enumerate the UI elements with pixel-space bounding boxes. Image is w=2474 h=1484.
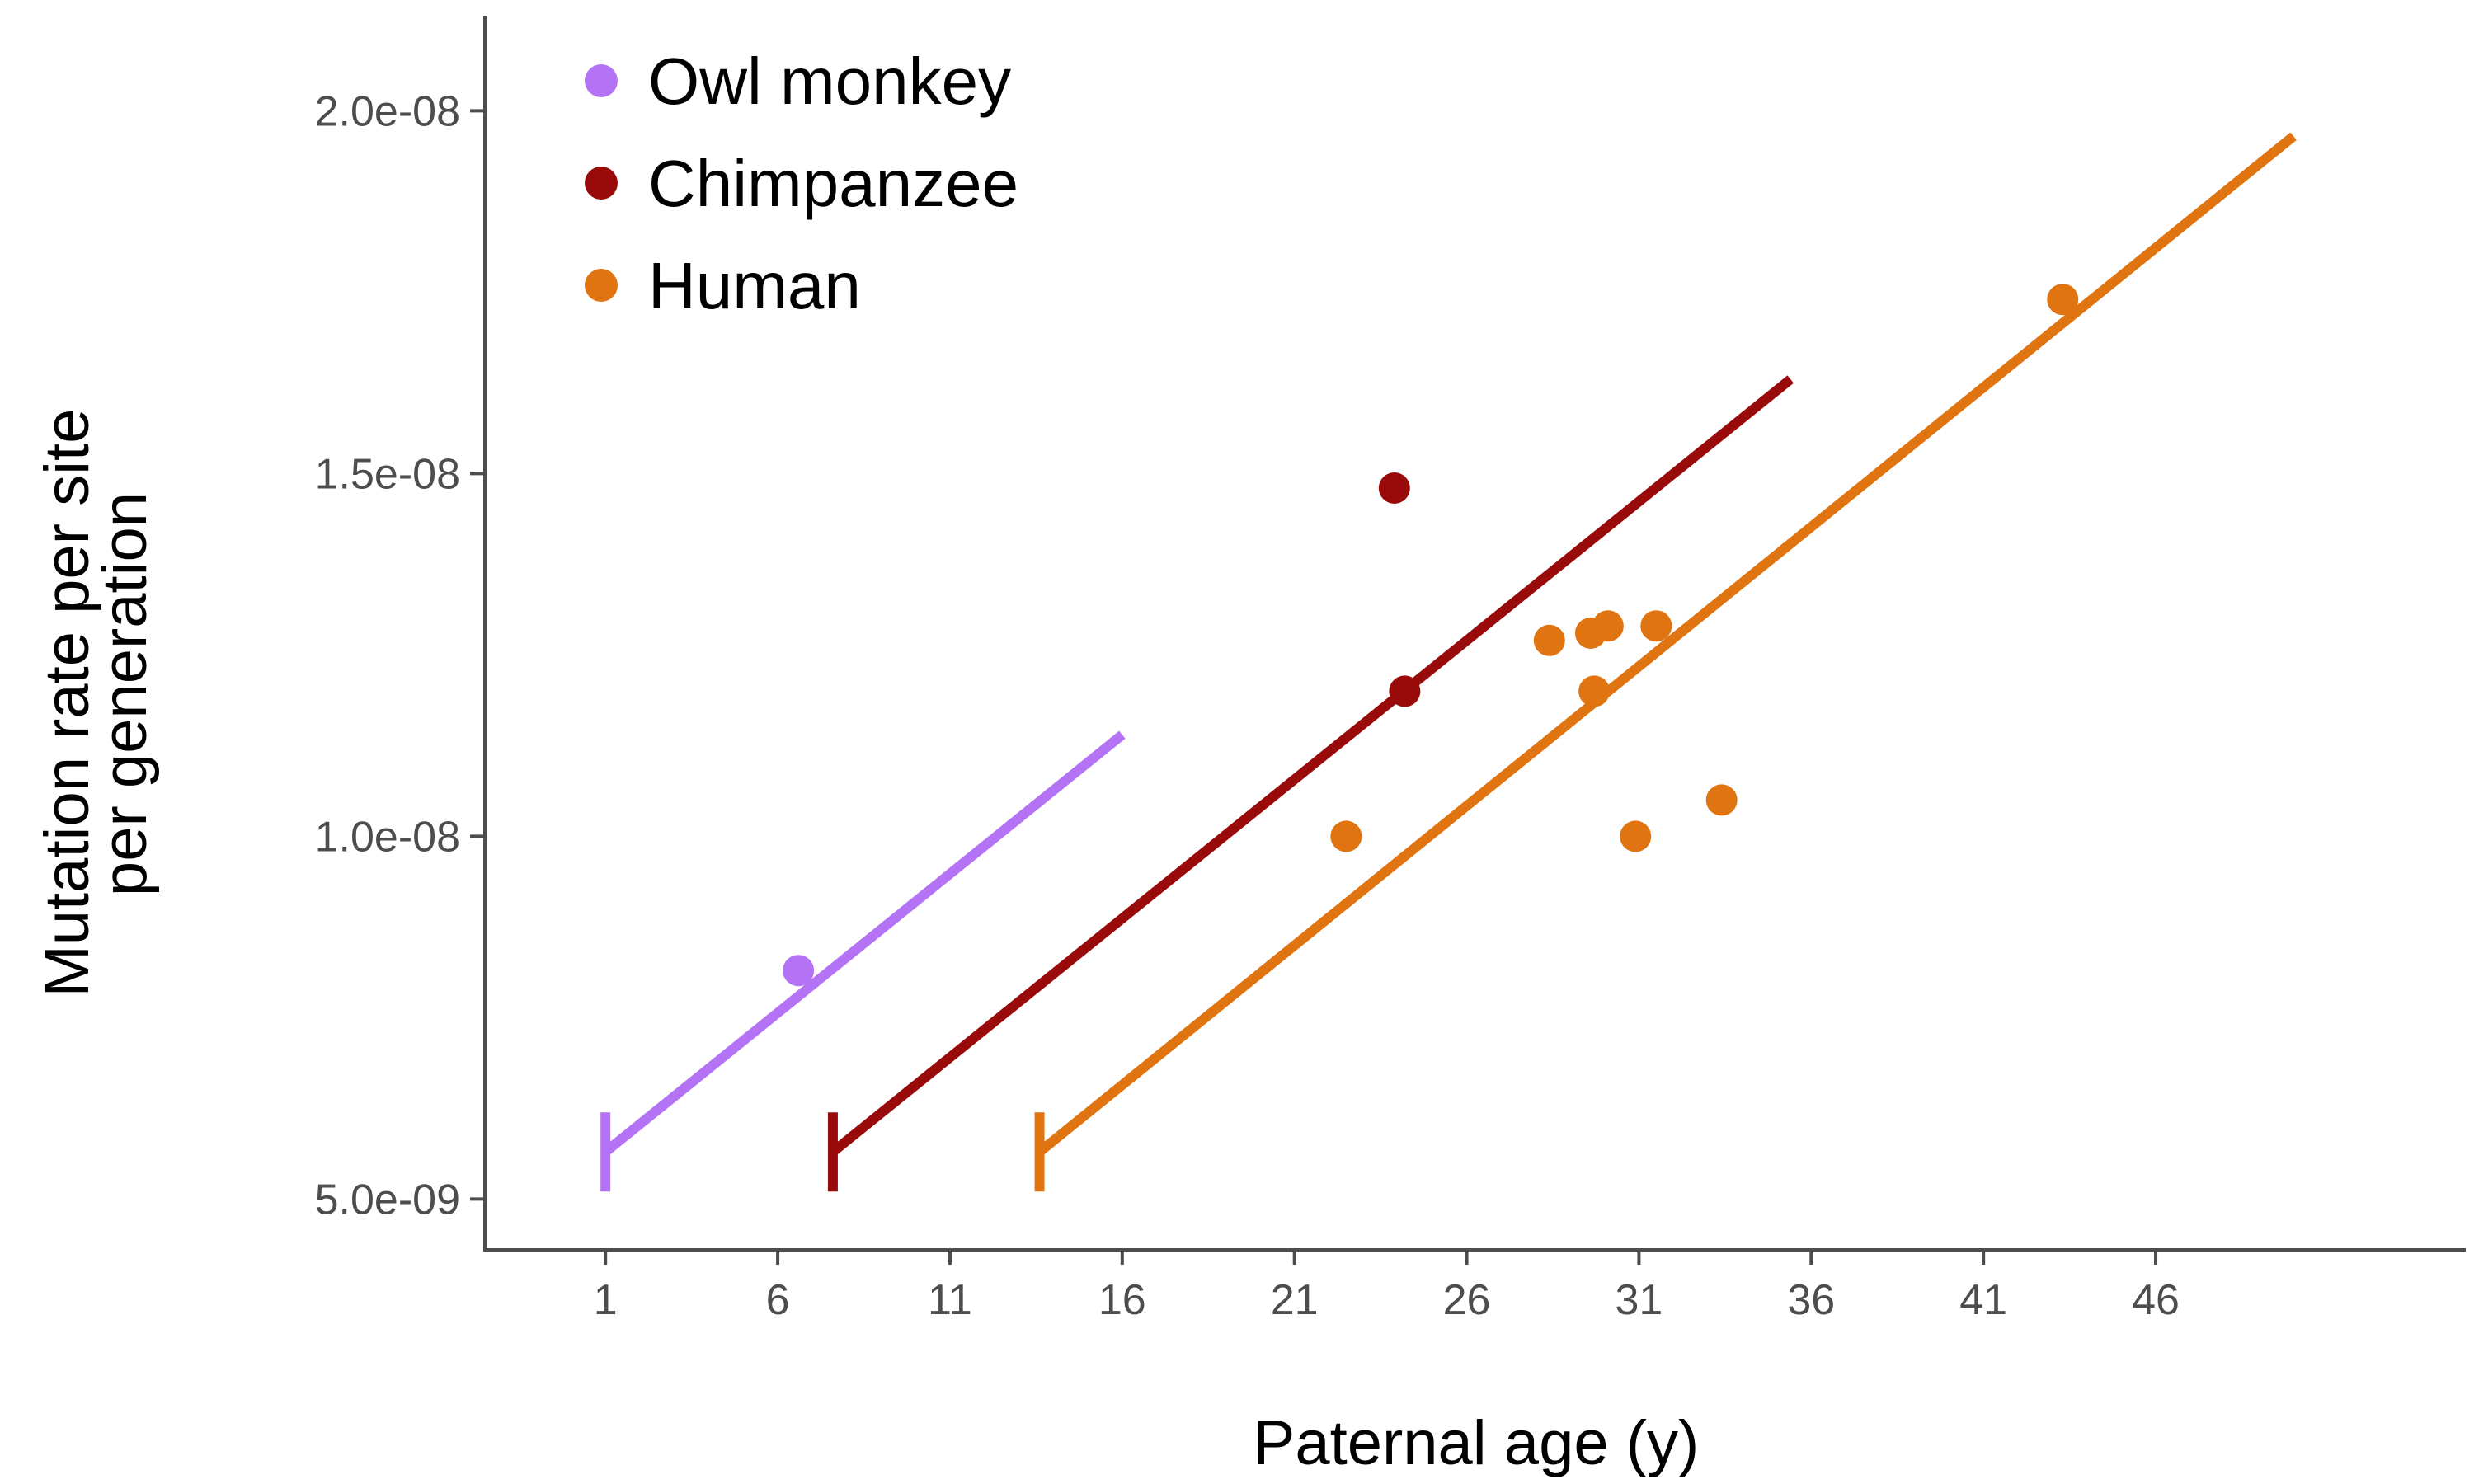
data-point: [1330, 820, 1362, 852]
x-tick-label: 36: [1787, 1276, 1835, 1324]
y-tick-label: 1.5e-08: [315, 450, 460, 498]
y-tick-label: 1.0e-08: [315, 813, 460, 861]
legend-swatch: [585, 167, 618, 200]
legend-swatch: [585, 269, 618, 302]
data-point: [1378, 472, 1410, 504]
y-axis-title-line-1: Mutation rate per site: [32, 409, 102, 998]
data-point: [2047, 284, 2079, 316]
x-tick-label: 46: [2132, 1276, 2180, 1324]
x-tick-label: 41: [1959, 1276, 2007, 1324]
data-point: [783, 955, 815, 987]
x-axis-title: Paternal age (y): [1253, 1408, 1700, 1478]
fit-line: [602, 730, 1126, 1156]
x-tick-label: 6: [766, 1276, 790, 1324]
data-point: [1389, 675, 1421, 707]
plot-marks: [600, 132, 2297, 1192]
axes: 1 6 11 16 21 26 31 36 41 465.0e-091.0e-081.5e-082…: [315, 16, 2466, 1324]
data-point: [1578, 675, 1611, 707]
legend-swatch: [585, 64, 618, 97]
x-tick-label: 1: [594, 1276, 618, 1324]
y-axis-title: Mutation rate per site per generation: [32, 391, 160, 997]
data-point: [1640, 610, 1672, 642]
legend: Owl monkey Chimpanzee Human: [585, 45, 1018, 322]
y-axis-title-line-2: per generation: [90, 492, 160, 896]
x-tick-label: 16: [1098, 1276, 1146, 1324]
legend-label: Human: [648, 249, 861, 322]
data-point: [1592, 610, 1624, 642]
data-point: [1533, 624, 1565, 656]
y-tick-label: 2.0e-08: [315, 87, 460, 135]
x-tick-label: 31: [1616, 1276, 1663, 1324]
x-tick-label: 26: [1443, 1276, 1491, 1324]
legend-label: Owl monkey: [648, 45, 1011, 118]
data-point: [1705, 784, 1738, 816]
y-tick-label: 5.0e-09: [315, 1176, 460, 1223]
data-point: [1620, 820, 1652, 852]
legend-label: Chimpanzee: [648, 147, 1018, 220]
x-tick-label: 11: [928, 1276, 972, 1324]
x-tick-label: 21: [1271, 1276, 1319, 1324]
fit-line: [830, 375, 1794, 1156]
fit-line: [1036, 132, 2297, 1156]
